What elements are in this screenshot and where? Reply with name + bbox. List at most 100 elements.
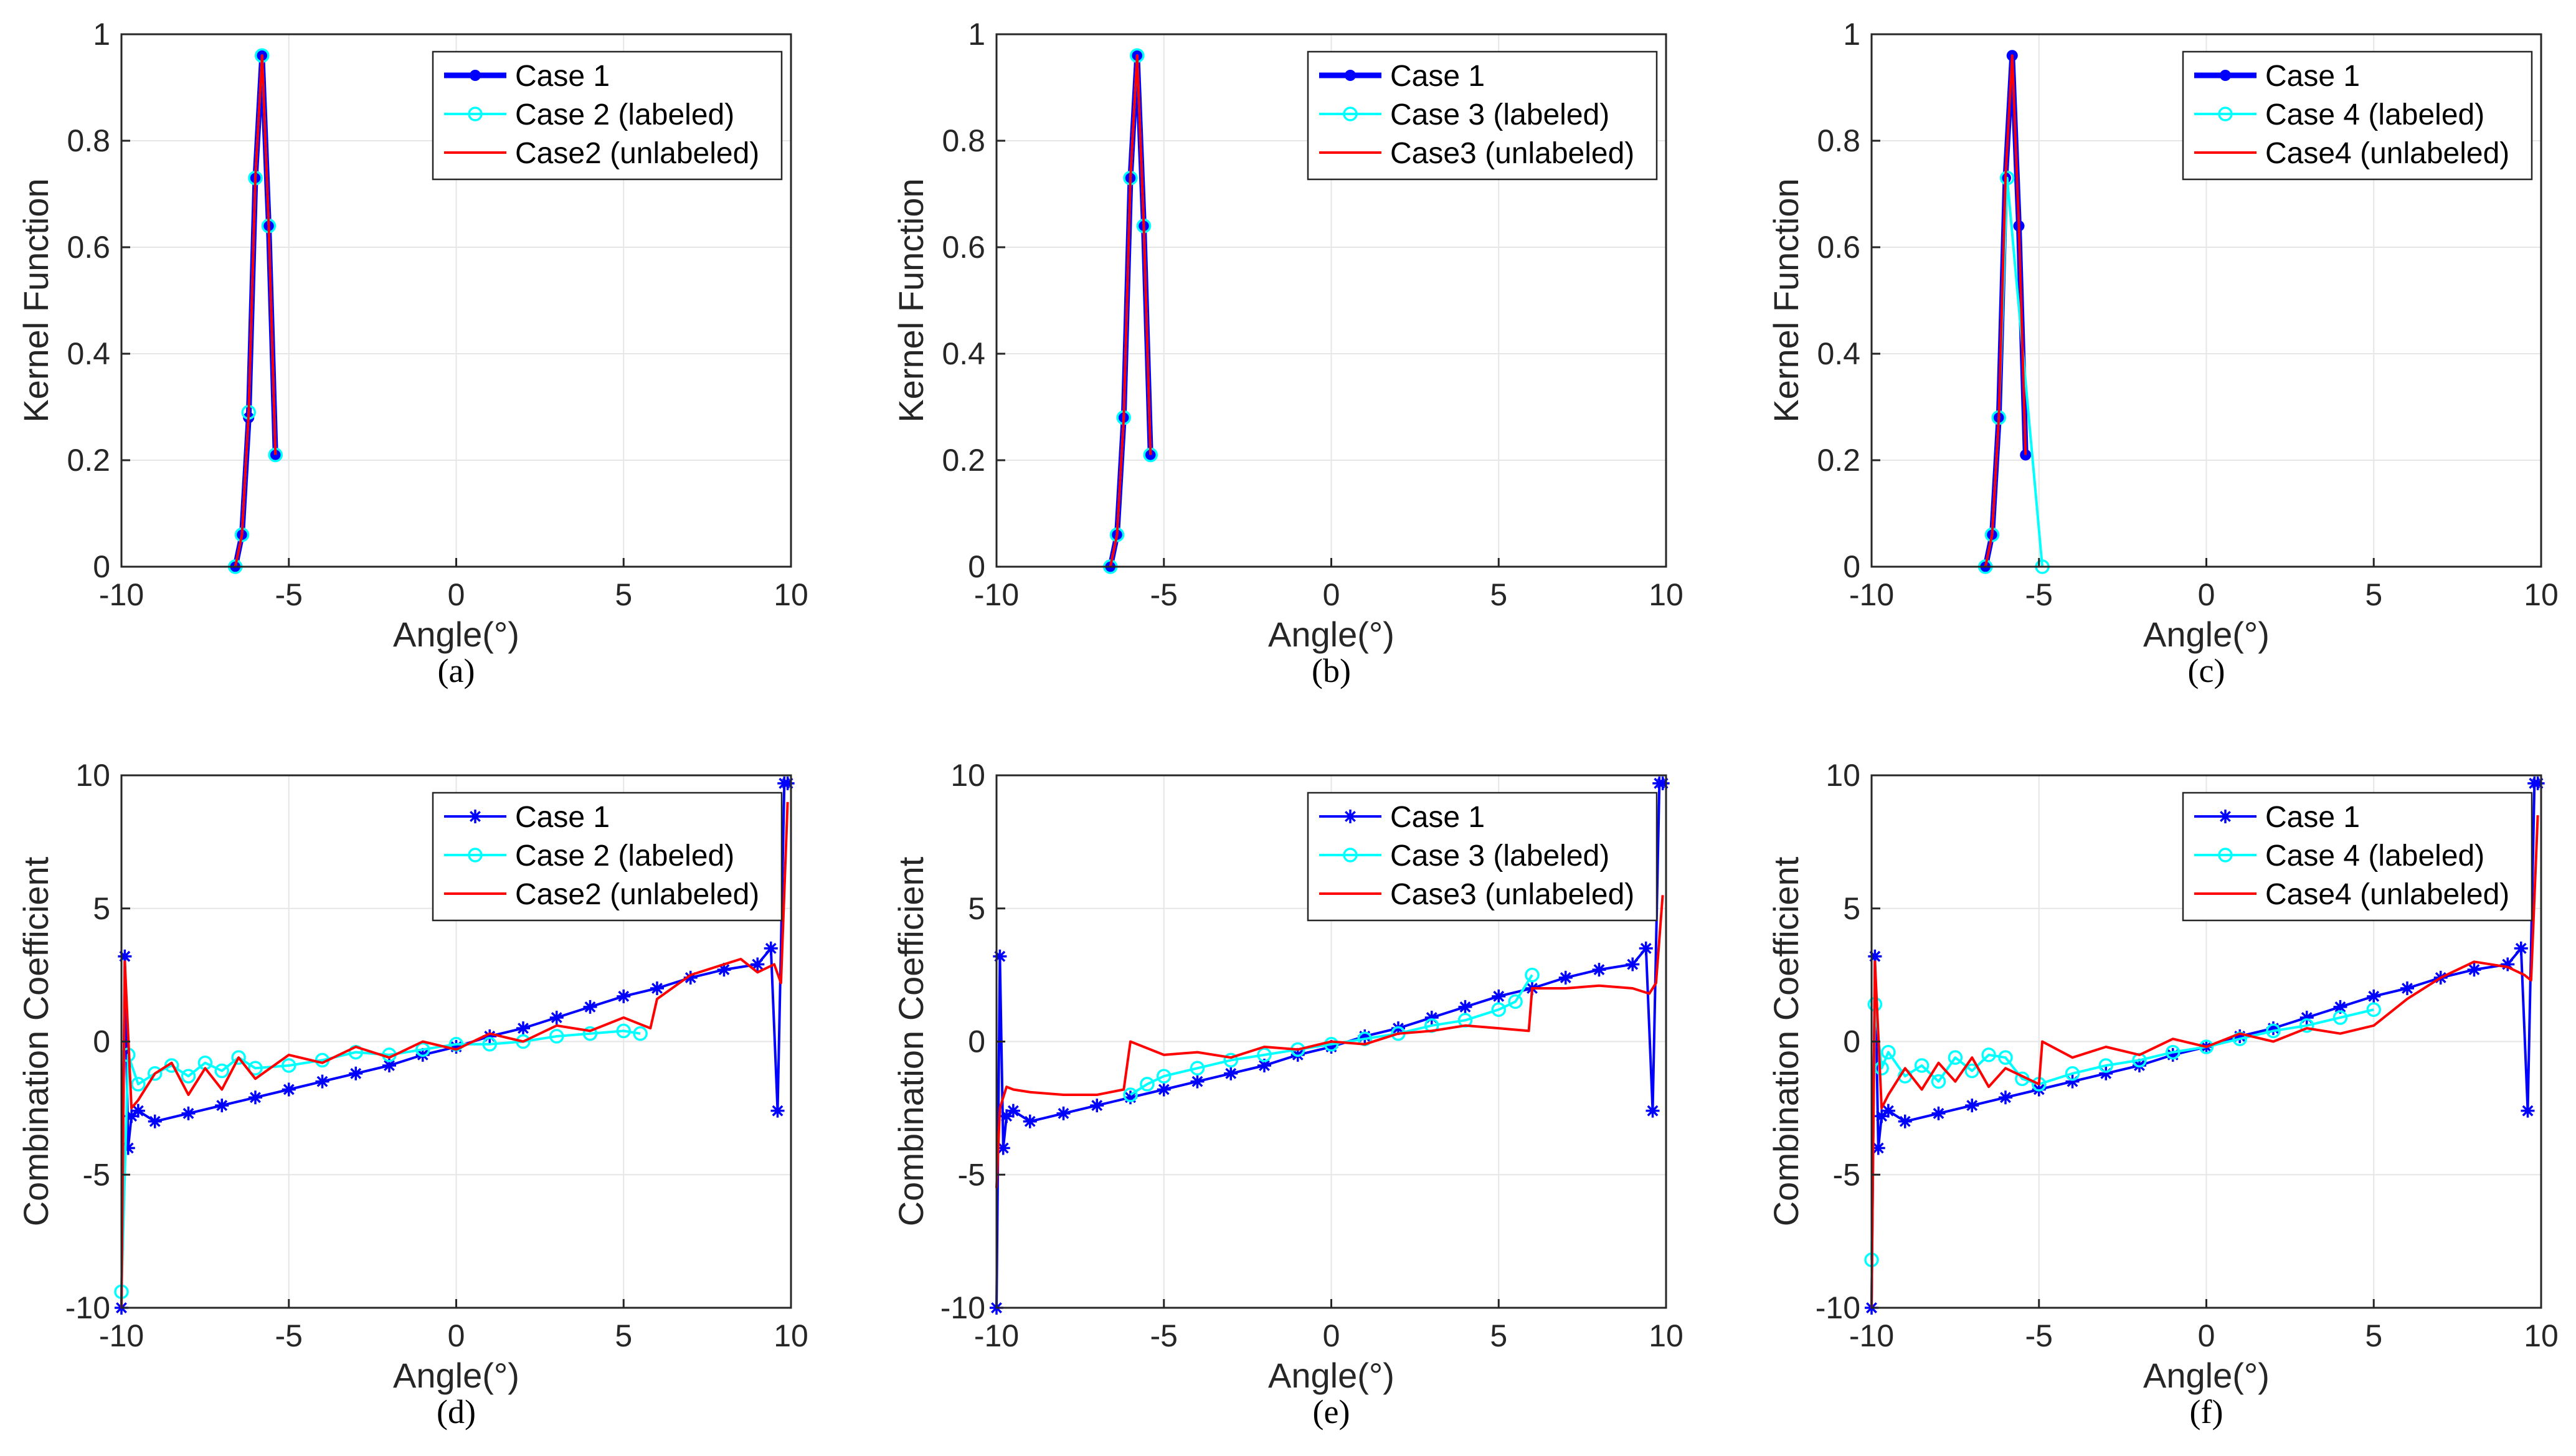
data-point xyxy=(751,957,765,971)
data-point xyxy=(1998,1050,2013,1065)
panel-caption: (b) xyxy=(1312,652,1351,689)
data-point xyxy=(1324,1040,1338,1054)
data-point xyxy=(1999,171,2015,186)
data-point xyxy=(1868,949,1882,963)
chart-panel-c: -10 -5 0 5 10 0 0.2 0.4 0.6 0.8 1 Angle(°) Kernel Fu… xyxy=(1766,17,2559,689)
x-axis-label: Angle(°) xyxy=(393,615,519,654)
series-line-3 xyxy=(234,54,277,567)
x-tick-label: 10 xyxy=(774,1318,808,1353)
x-tick-label: -5 xyxy=(1150,1318,1178,1353)
data-point xyxy=(996,1141,1010,1155)
x-tick-label: 10 xyxy=(2524,1318,2559,1353)
series-line-3 xyxy=(1109,54,1152,567)
y-tick-label: 1 xyxy=(1843,17,1860,52)
x-tick-label: -10 xyxy=(974,1318,1019,1353)
data-point xyxy=(1190,1061,1205,1075)
panel-caption: (d) xyxy=(437,1393,476,1430)
series-line-3 xyxy=(1870,815,2539,1308)
data-point xyxy=(717,963,731,977)
legend: Case 1 Case 2 (labeled) Case2 (unlabeled) xyxy=(432,792,783,922)
y-tick-label: 0 xyxy=(968,1024,985,1059)
panel-caption: (a) xyxy=(438,652,475,689)
data-point xyxy=(2266,1021,2280,1036)
data-point xyxy=(1257,1058,1271,1072)
x-tick-label: 5 xyxy=(1490,1318,1507,1353)
data-point xyxy=(131,1104,145,1118)
legend-label: Case3 (unlabeled) xyxy=(1390,878,1634,911)
legend: Case 1 Case 4 (labeled) Case4 (unlabeled) xyxy=(2182,50,2533,181)
legend-label: Case4 (unlabeled) xyxy=(2265,878,2509,911)
data-point xyxy=(683,970,698,985)
x-tick-label: -10 xyxy=(1849,577,1894,612)
y-axis-label: Combination Coefficient xyxy=(1766,856,1806,1226)
data-point xyxy=(549,1029,564,1044)
data-point xyxy=(2199,1039,2214,1054)
legend-marker xyxy=(2220,70,2231,81)
y-tick-label: 0.2 xyxy=(67,443,110,478)
data-point xyxy=(148,1114,162,1128)
x-tick-label: 5 xyxy=(1490,577,1507,612)
data-point xyxy=(2099,1066,2113,1080)
data-point xyxy=(1931,1106,1946,1120)
data-point xyxy=(1626,957,1640,971)
series-line-1 xyxy=(1870,782,2538,1308)
data-point xyxy=(617,989,631,1003)
legend-label: Case 3 (labeled) xyxy=(1390,98,1609,131)
legend-label: Case3 (unlabeled) xyxy=(1390,137,1634,170)
data-point xyxy=(1875,1109,1889,1123)
data-point xyxy=(1140,1077,1155,1092)
legend-label: Case 4 (labeled) xyxy=(2265,839,2484,872)
series-line-1 xyxy=(995,782,1663,1308)
data-point xyxy=(2366,1002,2381,1017)
y-tick-label: 0 xyxy=(93,549,110,584)
legend: Case 1 Case 3 (labeled) Case3 (unlabeled) xyxy=(1307,50,1658,181)
y-axis-label: Combination Coefficient xyxy=(891,856,930,1226)
data-point xyxy=(1000,1109,1014,1123)
x-tick-label: -10 xyxy=(99,577,144,612)
data-point xyxy=(449,1040,463,1054)
x-tick-label: 5 xyxy=(2365,577,2382,612)
data-point xyxy=(2514,941,2528,955)
x-tick-label: -5 xyxy=(1150,577,1178,612)
legend-marker xyxy=(468,106,483,121)
data-point xyxy=(1223,1052,1238,1068)
y-tick-label: 0.8 xyxy=(942,123,985,158)
data-point xyxy=(1157,1069,1172,1084)
chart-panel-d: -10 -5 0 5 10 -10 -5 0 5 10 Angle(°) Combination Co… xyxy=(16,758,808,1430)
y-tick-label: 10 xyxy=(75,758,110,793)
data-point xyxy=(121,1141,135,1155)
x-tick-label: 0 xyxy=(1323,577,1340,612)
data-point xyxy=(1558,970,1573,985)
data-point xyxy=(1492,989,1506,1003)
legend-marker xyxy=(2218,810,2232,823)
chart-panel-f: -10 -5 0 5 10 -10 -5 0 5 10 Angle(°) Combination Co… xyxy=(1766,758,2559,1430)
data-point xyxy=(1224,1066,1238,1080)
y-tick-label: 10 xyxy=(950,758,985,793)
data-point xyxy=(1023,1114,1037,1128)
data-point xyxy=(583,1000,597,1014)
data-point xyxy=(650,981,664,995)
data-point xyxy=(1914,1058,1930,1073)
legend-marker xyxy=(468,810,482,823)
y-tick-label: -10 xyxy=(1816,1290,1860,1325)
data-point xyxy=(2333,1000,2347,1014)
legend-label: Case 4 (labeled) xyxy=(2265,98,2484,131)
x-tick-label: -10 xyxy=(99,1318,144,1353)
data-point xyxy=(2233,1029,2247,1043)
data-point xyxy=(1257,1047,1272,1062)
data-point xyxy=(215,1099,229,1113)
legend-label: Case 1 xyxy=(515,801,610,834)
legend-label: Case 1 xyxy=(2265,60,2360,93)
data-point xyxy=(1874,1061,1889,1075)
data-point xyxy=(1639,941,1653,955)
data-point xyxy=(2166,1047,2180,1062)
legend-marker xyxy=(1343,848,1358,863)
data-point xyxy=(1124,1090,1137,1105)
x-tick-label: 0 xyxy=(448,1318,465,1353)
y-tick-label: 0.6 xyxy=(942,230,985,265)
data-point xyxy=(2299,1018,2314,1033)
legend-label: Case 1 xyxy=(1390,60,1485,93)
data-point xyxy=(2332,1010,2348,1025)
x-tick-label: 10 xyxy=(1649,577,1683,612)
data-point xyxy=(1981,1047,1996,1062)
